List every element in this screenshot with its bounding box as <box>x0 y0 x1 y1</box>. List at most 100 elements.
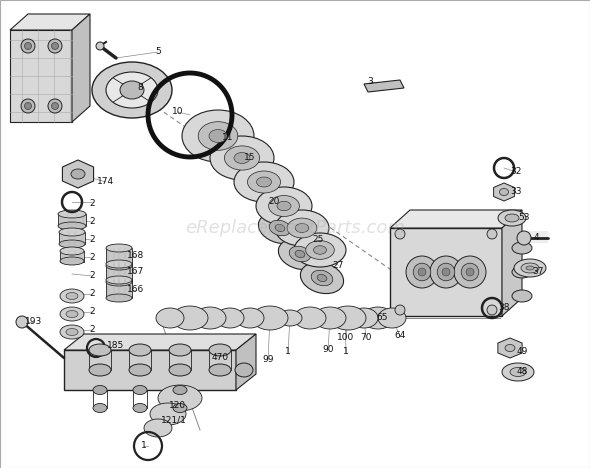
Text: 49: 49 <box>516 348 527 357</box>
Ellipse shape <box>169 344 191 356</box>
Ellipse shape <box>209 130 227 142</box>
Text: 3: 3 <box>367 78 373 87</box>
Text: 167: 167 <box>127 268 145 277</box>
Text: 37: 37 <box>532 268 544 277</box>
Ellipse shape <box>209 344 231 356</box>
Polygon shape <box>390 210 522 228</box>
Text: 2: 2 <box>89 271 95 280</box>
Ellipse shape <box>106 244 132 252</box>
Text: 2: 2 <box>89 326 95 335</box>
Text: 64: 64 <box>394 331 406 341</box>
Text: 1: 1 <box>343 348 349 357</box>
Text: 121/1: 121/1 <box>161 416 187 424</box>
Polygon shape <box>364 80 404 92</box>
Text: 90: 90 <box>322 345 334 354</box>
Text: 2: 2 <box>89 235 95 244</box>
Bar <box>59 232 85 244</box>
Polygon shape <box>494 183 514 201</box>
Circle shape <box>25 43 31 50</box>
Circle shape <box>48 99 62 113</box>
Text: eReplacementParts.com: eReplacementParts.com <box>185 219 405 237</box>
Text: 70: 70 <box>360 334 372 343</box>
Ellipse shape <box>172 306 208 330</box>
Ellipse shape <box>247 171 280 193</box>
Ellipse shape <box>498 210 526 226</box>
Ellipse shape <box>294 233 346 267</box>
Text: 2: 2 <box>89 307 95 316</box>
Ellipse shape <box>269 220 291 236</box>
Ellipse shape <box>93 386 107 395</box>
Polygon shape <box>390 228 502 316</box>
Ellipse shape <box>275 210 329 246</box>
Text: 5: 5 <box>155 47 161 57</box>
Ellipse shape <box>252 306 288 330</box>
Ellipse shape <box>350 308 378 328</box>
Ellipse shape <box>257 177 271 187</box>
Ellipse shape <box>59 228 85 236</box>
Ellipse shape <box>317 274 327 282</box>
Ellipse shape <box>275 224 285 232</box>
Ellipse shape <box>295 250 305 257</box>
Circle shape <box>51 43 58 50</box>
Ellipse shape <box>512 266 532 278</box>
Text: 33: 33 <box>510 188 522 197</box>
Circle shape <box>16 316 28 328</box>
Polygon shape <box>498 338 522 358</box>
Text: 1: 1 <box>285 348 291 357</box>
Text: 1: 1 <box>141 441 147 451</box>
Text: 185: 185 <box>107 342 124 351</box>
Ellipse shape <box>209 364 231 376</box>
Text: 4: 4 <box>533 234 539 242</box>
Text: 2: 2 <box>89 254 95 263</box>
Text: 20: 20 <box>268 197 280 206</box>
Ellipse shape <box>234 153 250 163</box>
Ellipse shape <box>514 259 546 277</box>
Ellipse shape <box>129 364 151 376</box>
Ellipse shape <box>278 238 322 270</box>
Polygon shape <box>64 334 256 350</box>
Polygon shape <box>72 14 90 122</box>
Circle shape <box>442 268 450 276</box>
Ellipse shape <box>235 363 253 377</box>
Circle shape <box>487 229 497 239</box>
Ellipse shape <box>60 289 84 303</box>
Circle shape <box>21 99 35 113</box>
Ellipse shape <box>198 122 238 150</box>
Ellipse shape <box>378 308 406 328</box>
Circle shape <box>517 231 531 245</box>
Circle shape <box>406 256 438 288</box>
Ellipse shape <box>502 363 534 381</box>
Ellipse shape <box>362 307 394 329</box>
Text: 38: 38 <box>498 304 510 313</box>
Polygon shape <box>502 210 522 316</box>
Ellipse shape <box>144 419 172 437</box>
Ellipse shape <box>60 325 84 339</box>
Ellipse shape <box>71 169 85 179</box>
Ellipse shape <box>256 187 312 225</box>
Ellipse shape <box>66 329 78 336</box>
Ellipse shape <box>106 262 132 270</box>
Ellipse shape <box>89 364 111 376</box>
Ellipse shape <box>268 196 299 216</box>
Ellipse shape <box>300 263 343 293</box>
Circle shape <box>487 305 497 315</box>
Ellipse shape <box>526 266 534 270</box>
Circle shape <box>25 102 31 110</box>
Bar <box>58 214 86 226</box>
Text: 2: 2 <box>89 199 95 209</box>
Ellipse shape <box>330 306 366 330</box>
Ellipse shape <box>60 257 84 265</box>
Ellipse shape <box>500 189 509 196</box>
Ellipse shape <box>89 344 111 356</box>
Ellipse shape <box>106 294 132 302</box>
Ellipse shape <box>58 210 86 218</box>
Ellipse shape <box>313 246 326 254</box>
Ellipse shape <box>169 364 191 376</box>
Ellipse shape <box>234 162 294 202</box>
Ellipse shape <box>182 110 254 162</box>
Polygon shape <box>236 334 256 390</box>
Circle shape <box>454 256 486 288</box>
Ellipse shape <box>93 403 107 412</box>
Circle shape <box>413 263 431 281</box>
Text: 2: 2 <box>89 290 95 299</box>
